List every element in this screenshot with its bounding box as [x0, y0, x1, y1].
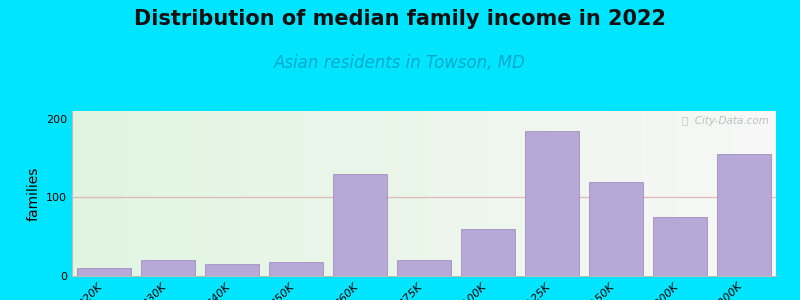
Text: Distribution of median family income in 2022: Distribution of median family income in … [134, 9, 666, 29]
Bar [525, 130, 579, 276]
Bar [589, 182, 643, 276]
Bar [269, 262, 323, 276]
Bar [717, 154, 771, 276]
Bar [141, 260, 195, 276]
Bar [397, 260, 451, 276]
Bar [461, 229, 515, 276]
Bar [77, 268, 131, 276]
Text: Asian residents in Towson, MD: Asian residents in Towson, MD [274, 54, 526, 72]
Y-axis label: families: families [26, 166, 41, 221]
Text: ⓘ  City-Data.com: ⓘ City-Data.com [682, 116, 769, 126]
Bar [333, 174, 387, 276]
Bar [205, 264, 259, 276]
Bar [653, 217, 707, 276]
